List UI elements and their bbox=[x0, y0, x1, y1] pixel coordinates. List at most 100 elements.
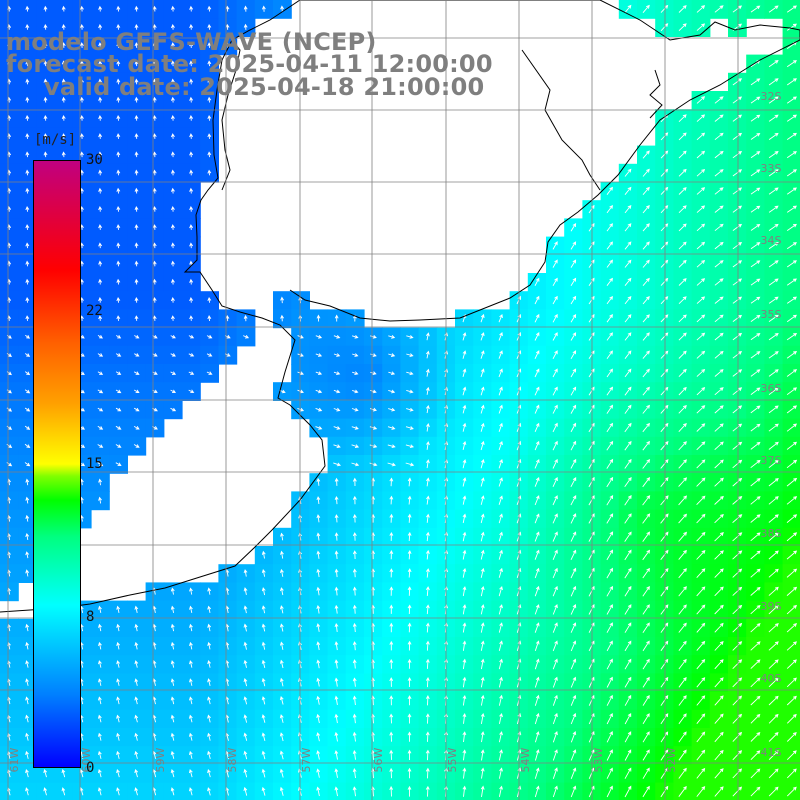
wind-arrow bbox=[280, 296, 284, 304]
wind-arrow bbox=[534, 676, 540, 688]
wind-arrow bbox=[25, 514, 30, 522]
wind-arrow bbox=[189, 641, 193, 650]
model-title: modelo GEFS-WAVE (NCEP) bbox=[6, 28, 377, 56]
wind-arrow bbox=[334, 477, 339, 486]
wind-arrow bbox=[243, 605, 248, 614]
wind-arrow bbox=[189, 623, 193, 632]
wind-arrow bbox=[534, 513, 540, 524]
wind-arrow bbox=[696, 5, 706, 13]
wind-arrow bbox=[134, 114, 139, 121]
wind-arrow bbox=[696, 604, 706, 615]
wind-arrow bbox=[660, 658, 669, 670]
wind-arrow bbox=[498, 459, 503, 469]
wind-arrow bbox=[696, 96, 706, 104]
wind-arrow bbox=[552, 295, 558, 305]
wind-arrow bbox=[406, 335, 414, 339]
wind-arrow bbox=[207, 605, 212, 613]
wind-arrow bbox=[189, 224, 194, 230]
wind-arrow bbox=[462, 495, 467, 505]
wind-arrow bbox=[134, 769, 139, 778]
lon-label: 55W bbox=[446, 747, 459, 772]
wind-arrow bbox=[98, 23, 103, 30]
wind-arrow bbox=[606, 422, 614, 433]
wind-arrow bbox=[552, 604, 558, 615]
wind-arrow bbox=[732, 604, 743, 615]
wind-arrow bbox=[642, 676, 650, 688]
wind-arrow bbox=[388, 371, 396, 376]
wind-arrow bbox=[732, 622, 743, 633]
colorbar bbox=[33, 160, 81, 768]
wind-arrow bbox=[206, 353, 213, 357]
wind-arrow bbox=[188, 750, 193, 759]
wind-arrow bbox=[98, 96, 103, 103]
wind-arrow bbox=[696, 23, 706, 31]
wind-arrow bbox=[61, 769, 66, 778]
wind-arrow bbox=[696, 368, 706, 377]
wind-arrow bbox=[333, 371, 341, 376]
wind-arrow bbox=[25, 114, 30, 121]
wind-arrow bbox=[170, 5, 175, 12]
wind-arrow bbox=[714, 114, 724, 122]
wind-arrow bbox=[207, 732, 211, 741]
wind-arrow bbox=[43, 133, 48, 139]
wind-arrow bbox=[316, 768, 321, 778]
wind-arrow bbox=[624, 513, 632, 524]
wind-arrow bbox=[534, 368, 540, 378]
legend-unit-label: [m/s] bbox=[34, 132, 77, 148]
wind-arrow bbox=[606, 549, 613, 561]
wind-arrow bbox=[79, 5, 84, 12]
wind-arrow bbox=[552, 404, 558, 414]
wind-arrow bbox=[768, 60, 779, 68]
wind-arrow bbox=[678, 168, 687, 177]
wind-arrow bbox=[243, 768, 248, 778]
wind-arrow bbox=[678, 386, 687, 396]
wind-arrow bbox=[352, 568, 357, 578]
wind-arrow bbox=[61, 60, 66, 67]
wind-arrow bbox=[552, 676, 558, 688]
wind-arrow bbox=[768, 623, 779, 633]
wind-arrow bbox=[714, 477, 724, 487]
wind-arrow bbox=[624, 350, 632, 359]
wind-arrow bbox=[79, 42, 84, 48]
wind-arrow bbox=[388, 389, 396, 394]
wind-arrow bbox=[660, 404, 669, 414]
wind-arrow bbox=[170, 278, 175, 285]
wind-arrow bbox=[207, 114, 212, 121]
wind-arrow bbox=[552, 277, 558, 287]
wind-arrow bbox=[170, 750, 175, 759]
wind-arrow bbox=[43, 5, 48, 12]
wind-arrow bbox=[462, 404, 467, 414]
wind-arrow bbox=[786, 296, 797, 304]
wind-arrow bbox=[43, 23, 48, 30]
wind-arrow bbox=[732, 586, 743, 596]
wind-arrow bbox=[624, 731, 632, 743]
wind-arrow bbox=[480, 458, 485, 469]
wind-arrow bbox=[624, 259, 632, 268]
wind-arrow bbox=[134, 787, 139, 796]
wind-arrow bbox=[606, 295, 613, 305]
wind-arrow bbox=[768, 459, 779, 469]
wind-arrow bbox=[406, 371, 414, 376]
wind-arrow bbox=[714, 132, 724, 141]
wind-arrow bbox=[570, 549, 577, 560]
wind-arrow bbox=[116, 787, 120, 796]
border-line bbox=[521, 49, 601, 191]
wind-arrow bbox=[696, 513, 706, 524]
wind-arrow bbox=[786, 713, 797, 724]
wind-speed-cell bbox=[782, 782, 800, 800]
wind-arrow bbox=[552, 332, 558, 341]
wind-arrow bbox=[315, 335, 323, 339]
wind-arrow bbox=[606, 223, 613, 232]
wind-arrow bbox=[750, 623, 761, 633]
wind-arrow bbox=[732, 423, 743, 432]
wind-arrow bbox=[98, 78, 103, 85]
wind-arrow bbox=[660, 332, 669, 341]
wind-arrow bbox=[425, 332, 430, 341]
wind-arrow bbox=[732, 242, 743, 250]
wind-arrow bbox=[534, 658, 540, 670]
lat-label: 37S bbox=[761, 454, 782, 467]
wind-arrow bbox=[315, 426, 323, 430]
wind-arrow bbox=[534, 567, 540, 579]
wind-arrow bbox=[134, 353, 140, 357]
wind-arrow bbox=[389, 658, 394, 669]
